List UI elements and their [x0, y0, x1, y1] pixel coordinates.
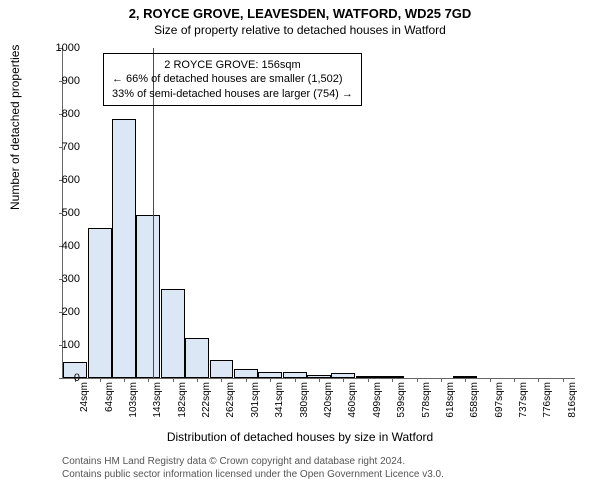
histogram-bar [112, 119, 136, 378]
histogram-bar [234, 369, 258, 378]
xtick-label: 499sqm [372, 382, 383, 418]
xtick-label: 143sqm [152, 382, 163, 418]
xtick-mark [392, 378, 393, 382]
xtick-mark [538, 378, 539, 382]
chart-title-main: 2, ROYCE GROVE, LEAVESDEN, WATFORD, WD25… [0, 0, 600, 21]
xtick-label: 64sqm [104, 382, 115, 412]
xtick-mark [417, 378, 418, 382]
ytick-label: 600 [50, 174, 80, 186]
xtick-mark [319, 378, 320, 382]
xtick-label: 301sqm [250, 382, 261, 418]
xtick-label: 460sqm [347, 382, 358, 418]
xtick-mark [465, 378, 466, 382]
annotation-line: 2 ROYCE GROVE: 156sqm [112, 58, 353, 72]
ytick-label: 800 [50, 108, 80, 120]
xtick-label: 539sqm [396, 382, 407, 418]
ytick-label: 200 [50, 306, 80, 318]
y-axis-label: Number of detached properties [8, 45, 22, 210]
ytick-label: 700 [50, 141, 80, 153]
ytick-label: 300 [50, 273, 80, 285]
xtick-label: 380sqm [299, 382, 310, 418]
xtick-label: 737sqm [518, 382, 529, 418]
chart-container: 2, ROYCE GROVE, LEAVESDEN, WATFORD, WD25… [0, 0, 600, 500]
x-axis-label: Distribution of detached houses by size … [0, 430, 600, 444]
xtick-mark [173, 378, 174, 382]
xtick-mark [100, 378, 101, 382]
xtick-label: 262sqm [225, 382, 236, 418]
xtick-mark [563, 378, 564, 382]
chart-plot-area: 24sqm64sqm103sqm143sqm182sqm222sqm262sqm… [62, 48, 575, 379]
xtick-mark [490, 378, 491, 382]
xtick-label: 341sqm [274, 382, 285, 418]
xtick-label: 618sqm [445, 382, 456, 418]
annotation-line: ← 66% of detached houses are smaller (1,… [112, 72, 353, 86]
xtick-mark [368, 378, 369, 382]
histogram-bar [136, 215, 160, 378]
chart-title-sub: Size of property relative to detached ho… [0, 21, 600, 37]
annotation-box: 2 ROYCE GROVE: 156sqm← 66% of detached h… [103, 53, 362, 106]
xtick-mark [441, 378, 442, 382]
xtick-label: 578sqm [421, 382, 432, 418]
xtick-label: 103sqm [128, 382, 139, 418]
xtick-mark [197, 378, 198, 382]
ytick-label: 0 [50, 372, 80, 384]
xtick-mark [124, 378, 125, 382]
xtick-label: 182sqm [177, 382, 188, 418]
histogram-bar [161, 289, 185, 378]
xtick-mark [295, 378, 296, 382]
xtick-mark [270, 378, 271, 382]
histogram-bar [210, 360, 234, 378]
xtick-mark [221, 378, 222, 382]
footer-line-1: Contains HM Land Registry data © Crown c… [62, 455, 444, 468]
xtick-label: 697sqm [494, 382, 505, 418]
ytick-label: 1000 [50, 42, 80, 54]
ytick-label: 900 [50, 75, 80, 87]
histogram-bar [185, 338, 209, 378]
xtick-mark [246, 378, 247, 382]
histogram-bar [88, 228, 112, 378]
xtick-label: 24sqm [79, 382, 90, 412]
ytick-label: 100 [50, 339, 80, 351]
xtick-label: 776sqm [542, 382, 553, 418]
ytick-label: 400 [50, 240, 80, 252]
xtick-mark [343, 378, 344, 382]
ytick-label: 500 [50, 207, 80, 219]
footer-line-2: Contains public sector information licen… [62, 468, 444, 481]
xtick-mark [148, 378, 149, 382]
xtick-mark [514, 378, 515, 382]
xtick-label: 816sqm [567, 382, 578, 418]
annotation-line: 33% of semi-detached houses are larger (… [112, 87, 353, 101]
xtick-label: 420sqm [323, 382, 334, 418]
xtick-label: 658sqm [469, 382, 480, 418]
xtick-label: 222sqm [201, 382, 212, 418]
footer-attribution: Contains HM Land Registry data © Crown c… [62, 455, 444, 481]
